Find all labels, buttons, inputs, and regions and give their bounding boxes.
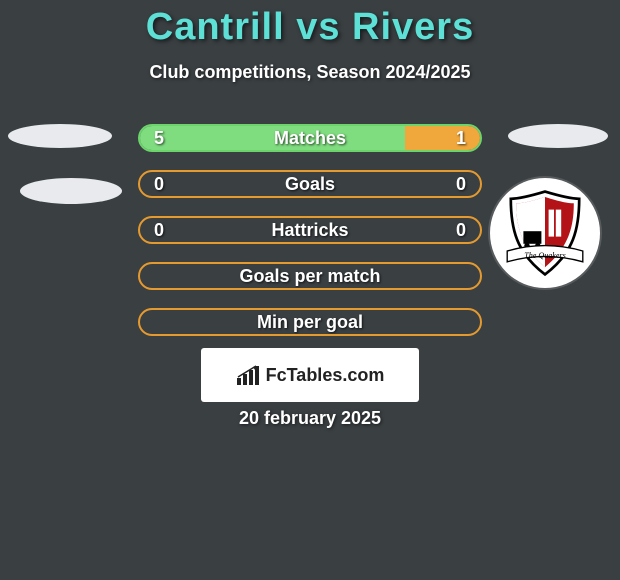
stat-bar-label: Matches <box>140 128 480 149</box>
snapshot-date: 20 february 2025 <box>0 408 620 429</box>
quakers-crest-icon: The Quakers <box>500 188 590 278</box>
stat-bar-label: Goals <box>140 174 480 195</box>
fctables-attribution: FcTables.com <box>201 348 419 402</box>
stat-bar-label: Hattricks <box>140 220 480 241</box>
player1-photo-placeholder <box>8 124 112 148</box>
stat-bar: Hattricks0 0 <box>138 216 482 244</box>
fctables-label: FcTables.com <box>266 365 385 386</box>
stat-bar-label: Min per goal <box>140 312 480 333</box>
stat-bar-right-value: 0 <box>456 220 466 241</box>
comparison-title: Cantrill vs Rivers <box>0 6 620 49</box>
comparison-bars: Matches51Goals00Hattricks00Goals per mat… <box>138 124 482 354</box>
svg-text:The Quakers: The Quakers <box>524 251 566 260</box>
stat-bar-left-value: 5 <box>154 128 164 149</box>
stat-bar-label: Goals per match <box>140 266 480 287</box>
stat-bar: Goals0 0 <box>138 170 482 198</box>
player2-photo-placeholder <box>508 124 608 148</box>
player1-club-placeholder <box>20 178 122 204</box>
stat-bar: Matches5 1 <box>138 124 482 152</box>
stat-bar: Min per goal <box>138 308 482 336</box>
player2-club-crest: The Quakers <box>490 178 600 288</box>
stat-bar-right-value: 1 <box>456 128 466 149</box>
stat-bar-right-value: 0 <box>456 174 466 195</box>
stat-bar-left-value: 0 <box>154 220 164 241</box>
stat-bar-left-value: 0 <box>154 174 164 195</box>
fctables-logo-icon <box>236 364 262 386</box>
comparison-subtitle: Club competitions, Season 2024/2025 <box>0 62 620 83</box>
stat-bar: Goals per match <box>138 262 482 290</box>
